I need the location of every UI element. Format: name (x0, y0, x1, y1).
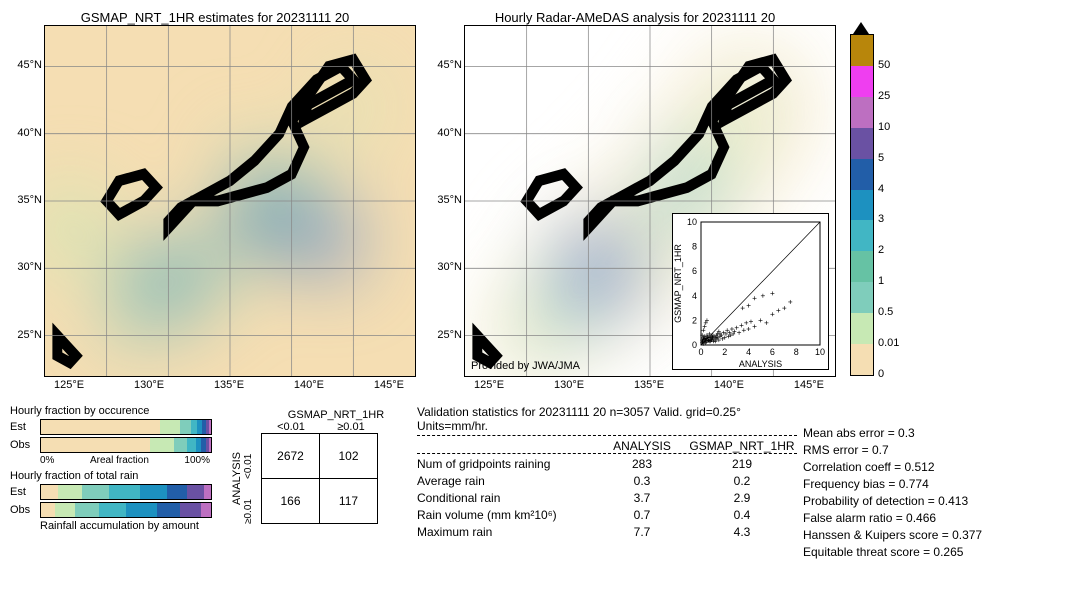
hf-footer: Rainfall accumulation by amount (40, 520, 225, 532)
hf-obs-label: Obs (10, 439, 40, 451)
colorbar-arrow-icon (853, 22, 869, 34)
hf-est-occ-bar (40, 419, 212, 435)
svg-text:6: 6 (770, 347, 775, 357)
left-map-title: GSMAP_NRT_1HR estimates for 20231111 20 (10, 10, 420, 25)
validation-heading: Validation statistics for 20231111 20 n=… (417, 405, 797, 436)
svg-text:4: 4 (746, 347, 751, 357)
validation-rows: Num of gridpoints raining283219Average r… (417, 457, 797, 539)
svg-text:10: 10 (687, 217, 697, 227)
svg-text:6: 6 (692, 266, 697, 276)
ct-row-header: ANALYSIS (231, 434, 243, 524)
scatter-inset: 00 2 2 4 4 6 6 8 8 10 10 ANALYSIS GSMAP_NRT_1HR (672, 213, 829, 370)
svg-text:4: 4 (692, 291, 697, 301)
hf-title-rain: Hourly fraction of total rain (10, 470, 225, 482)
colorbar-segments (850, 34, 874, 376)
hf-title-occ: Hourly fraction by occurence (10, 405, 225, 417)
svg-text:8: 8 (692, 242, 697, 252)
coastlines-left (57, 60, 365, 363)
svg-text:ANALYSIS: ANALYSIS (739, 359, 782, 369)
left-map-xticks: 125°E130°E135°E140°E145°E (44, 377, 414, 391)
scatter-svg: 00 2 2 4 4 6 6 8 8 10 10 ANALYSIS GSMAP_NRT_1HR (673, 214, 828, 369)
hf-est-rain-bar (40, 484, 212, 500)
svg-text:2: 2 (692, 315, 697, 325)
left-map-yticks: 25°N30°N35°N40°N45°N (10, 25, 44, 375)
left-map-rain (45, 85, 378, 330)
validation-metrics: Mean abs error = 0.3RMS error = 0.7Corre… (803, 405, 1043, 562)
left-map (44, 25, 416, 377)
svg-text:0: 0 (698, 347, 703, 357)
map-attribution: Provided by JWA/JMA (471, 360, 580, 372)
right-map-xticks: 125°E130°E135°E140°E145°E (464, 377, 834, 391)
svg-text:2: 2 (722, 347, 727, 357)
svg-text:0: 0 (692, 340, 697, 350)
svg-text:GSMAP_NRT_1HR: GSMAP_NRT_1HR (673, 244, 683, 323)
hf-obs-rain-bar (40, 502, 212, 518)
contingency-table: 2672102 166117 (261, 433, 378, 524)
svg-text:8: 8 (794, 347, 799, 357)
right-map-yticks: 25°N30°N35°N40°N45°N (430, 25, 464, 375)
colorbar: 00.010.512345102550 (850, 30, 920, 380)
hf-obs-occ-bar (40, 437, 212, 453)
right-map-title: Hourly Radar-AMeDAS analysis for 2023111… (430, 10, 840, 25)
hf-est-label: Est (10, 421, 40, 433)
svg-text:10: 10 (815, 347, 825, 357)
right-map: 00 2 2 4 4 6 6 8 8 10 10 ANALYSIS GSMAP_NRT_1HR Prov… (464, 25, 836, 377)
ct-col-header: GSMAP_NRT_1HR (261, 409, 411, 421)
